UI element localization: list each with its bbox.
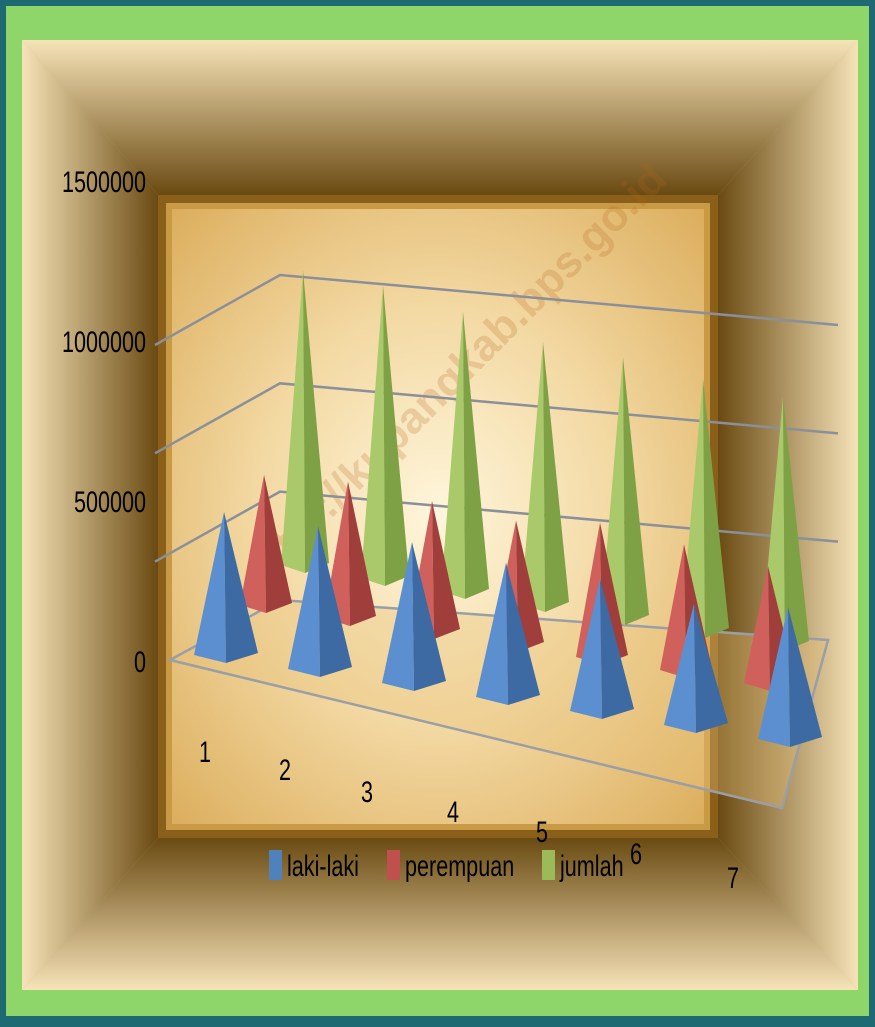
legend-label-perempuan: perempuan	[405, 848, 514, 882]
gridline	[154, 490, 839, 563]
legend: laki-laki perempuan jumlah	[269, 848, 624, 883]
pyramid-jumlah-2	[361, 285, 409, 586]
legend-label-jumlah: jumlah	[559, 848, 623, 882]
pyramid-laki-laki-6	[664, 603, 728, 733]
pyramid-marks	[194, 270, 822, 747]
gridline	[154, 273, 839, 347]
y-axis-tick-labels: 0 500000 1000000 1500000	[62, 164, 146, 678]
x-tick-label: 2	[279, 752, 291, 786]
x-tick-label: 7	[727, 860, 739, 894]
x-tick-label: 5	[536, 814, 548, 848]
y-tick-label: 1500000	[62, 164, 146, 198]
y-tick-label: 0	[134, 644, 146, 678]
pyramid-laki-laki-1	[194, 512, 258, 663]
pyramid-laki-laki-3	[382, 542, 446, 691]
legend-swatch-jumlah	[542, 850, 555, 880]
pyramid-laki-laki-7	[758, 606, 822, 747]
pyramid-jumlah-1	[281, 270, 329, 573]
x-tick-label: 1	[199, 734, 211, 768]
gridlines	[154, 273, 839, 563]
pyramid-perempuan-1	[240, 475, 292, 613]
legend-swatch-laki-laki	[269, 850, 282, 880]
y-tick-label: 1000000	[62, 324, 146, 358]
legend-label-laki-laki: laki-laki	[287, 848, 359, 882]
x-tick-label: 6	[630, 836, 642, 870]
pyramid-jumlah-4	[521, 341, 569, 612]
pyramid-laki-laki-5	[570, 578, 634, 719]
pyramid-jumlah-3	[441, 311, 489, 599]
pyramid-laki-laki-4	[476, 562, 540, 705]
gridline	[154, 382, 839, 455]
x-axis-tick-labels: 1 2 3 4 5 6 7	[199, 734, 739, 894]
pyramid-laki-laki-2	[288, 526, 352, 677]
x-tick-label: 3	[361, 774, 373, 808]
legend-swatch-perempuan	[387, 850, 400, 880]
y-tick-label: 500000	[74, 484, 146, 518]
x-tick-label: 4	[447, 794, 459, 828]
